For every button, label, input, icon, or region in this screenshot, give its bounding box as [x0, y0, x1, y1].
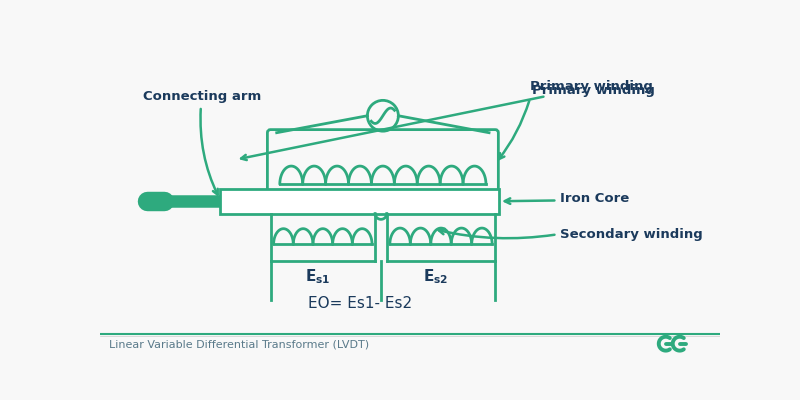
- Text: EO= Es1- Es2: EO= Es1- Es2: [307, 296, 412, 311]
- Text: Secondary winding: Secondary winding: [559, 228, 702, 241]
- Text: Iron Core: Iron Core: [559, 192, 629, 206]
- Text: $\mathbf{E_{s2}}$: $\mathbf{E_{s2}}$: [423, 267, 448, 286]
- Text: Primary winding: Primary winding: [533, 84, 655, 97]
- Text: Primary winding: Primary winding: [241, 80, 653, 160]
- Text: $\mathbf{E_{s1}}$: $\mathbf{E_{s1}}$: [305, 267, 330, 286]
- Text: Connecting arm: Connecting arm: [142, 90, 261, 195]
- FancyBboxPatch shape: [220, 189, 499, 214]
- Text: Linear Variable Differential Transformer (LVDT): Linear Variable Differential Transformer…: [110, 340, 370, 350]
